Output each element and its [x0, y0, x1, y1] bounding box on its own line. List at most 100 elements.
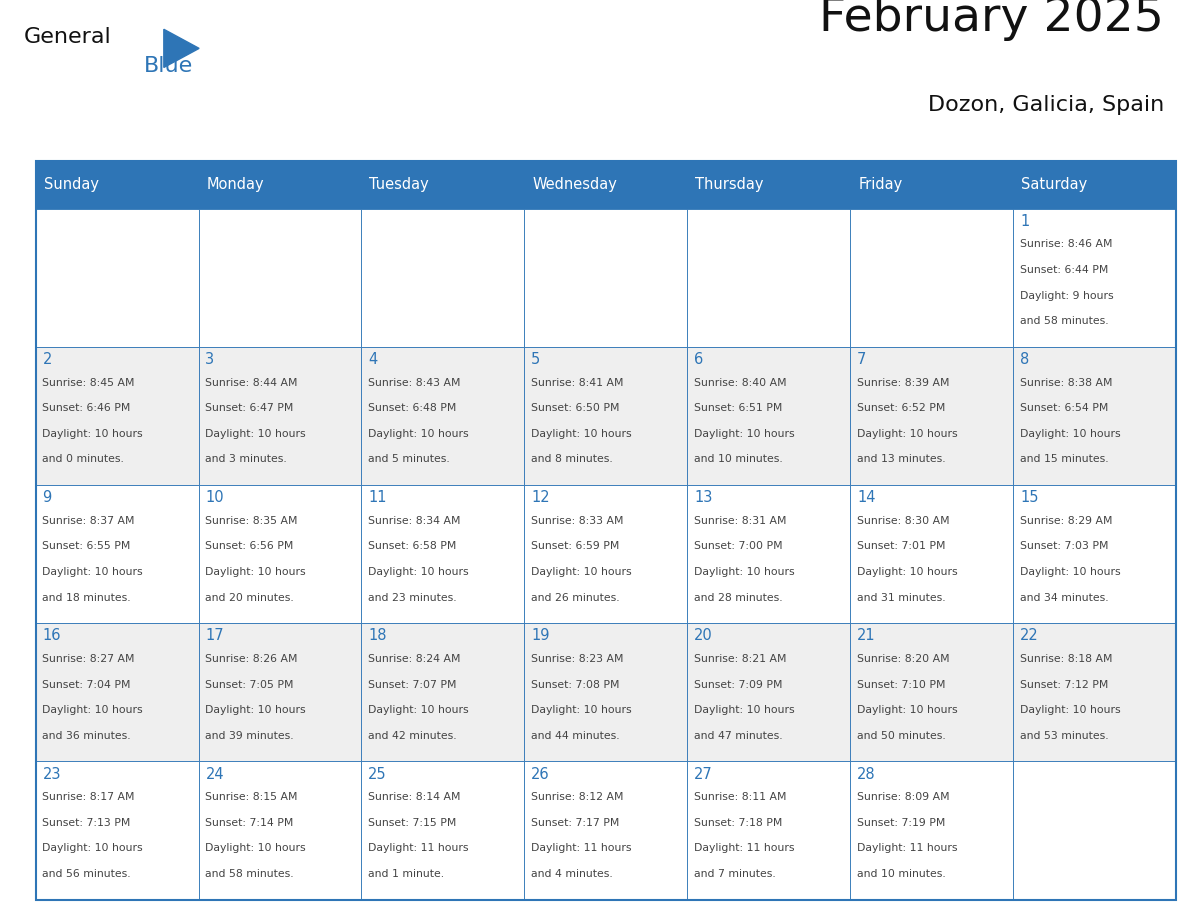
- Text: Sunrise: 8:15 AM: Sunrise: 8:15 AM: [206, 792, 298, 802]
- Text: and 8 minutes.: and 8 minutes.: [531, 454, 613, 465]
- Text: Sunset: 6:50 PM: Sunset: 6:50 PM: [531, 403, 620, 413]
- Bar: [688, 208, 851, 347]
- Text: and 53 minutes.: and 53 minutes.: [1020, 731, 1108, 741]
- Text: Sunset: 6:46 PM: Sunset: 6:46 PM: [43, 403, 131, 413]
- Text: Sunset: 7:15 PM: Sunset: 7:15 PM: [368, 818, 456, 828]
- Text: Sunset: 7:13 PM: Sunset: 7:13 PM: [43, 818, 131, 828]
- Text: Daylight: 11 hours: Daylight: 11 hours: [368, 844, 469, 854]
- Text: Sunset: 7:18 PM: Sunset: 7:18 PM: [694, 818, 783, 828]
- Text: Daylight: 10 hours: Daylight: 10 hours: [857, 567, 958, 577]
- Text: Blue: Blue: [144, 56, 192, 76]
- Text: Wednesday: Wednesday: [532, 177, 618, 192]
- Text: Daylight: 10 hours: Daylight: 10 hours: [857, 705, 958, 715]
- Text: Sunset: 6:55 PM: Sunset: 6:55 PM: [43, 542, 131, 552]
- Text: Sunrise: 8:17 AM: Sunrise: 8:17 AM: [43, 792, 135, 802]
- Text: Daylight: 10 hours: Daylight: 10 hours: [368, 705, 469, 715]
- Bar: [361, 761, 524, 900]
- Text: Sunrise: 8:12 AM: Sunrise: 8:12 AM: [531, 792, 624, 802]
- Bar: [361, 161, 524, 208]
- Text: Sunrise: 8:24 AM: Sunrise: 8:24 AM: [368, 654, 461, 664]
- Text: and 58 minutes.: and 58 minutes.: [206, 868, 295, 879]
- Bar: [524, 761, 688, 900]
- Bar: [688, 485, 851, 623]
- Text: Sunset: 7:04 PM: Sunset: 7:04 PM: [43, 679, 131, 689]
- Text: Daylight: 10 hours: Daylight: 10 hours: [206, 567, 307, 577]
- Text: 5: 5: [531, 352, 541, 367]
- Text: 8: 8: [1020, 352, 1029, 367]
- Text: 21: 21: [857, 629, 876, 644]
- Text: Sunrise: 8:31 AM: Sunrise: 8:31 AM: [694, 516, 786, 526]
- Text: Sunrise: 8:38 AM: Sunrise: 8:38 AM: [1020, 377, 1112, 387]
- Text: Sunrise: 8:45 AM: Sunrise: 8:45 AM: [43, 377, 135, 387]
- Text: and 20 minutes.: and 20 minutes.: [206, 592, 295, 602]
- Text: 26: 26: [531, 767, 550, 781]
- Text: and 28 minutes.: and 28 minutes.: [694, 592, 783, 602]
- Bar: [36, 208, 198, 347]
- Text: and 10 minutes.: and 10 minutes.: [857, 868, 946, 879]
- Bar: [1013, 347, 1176, 485]
- Text: Sunset: 7:09 PM: Sunset: 7:09 PM: [694, 679, 783, 689]
- Text: and 31 minutes.: and 31 minutes.: [857, 592, 946, 602]
- Text: Sunset: 6:59 PM: Sunset: 6:59 PM: [531, 542, 620, 552]
- Bar: [198, 623, 361, 761]
- Text: Sunrise: 8:18 AM: Sunrise: 8:18 AM: [1020, 654, 1112, 664]
- Bar: [361, 347, 524, 485]
- Text: 3: 3: [206, 352, 215, 367]
- Text: Sunrise: 8:26 AM: Sunrise: 8:26 AM: [206, 654, 298, 664]
- Text: Sunset: 6:44 PM: Sunset: 6:44 PM: [1020, 265, 1108, 275]
- Text: Sunrise: 8:35 AM: Sunrise: 8:35 AM: [206, 516, 298, 526]
- Text: Sunset: 7:01 PM: Sunset: 7:01 PM: [857, 542, 946, 552]
- Text: February 2025: February 2025: [820, 0, 1164, 41]
- Bar: [36, 623, 198, 761]
- Text: Tuesday: Tuesday: [369, 177, 429, 192]
- Text: Dozon, Galicia, Spain: Dozon, Galicia, Spain: [928, 95, 1164, 115]
- Text: Daylight: 10 hours: Daylight: 10 hours: [43, 567, 143, 577]
- Text: Sunset: 7:08 PM: Sunset: 7:08 PM: [531, 679, 620, 689]
- Text: Daylight: 10 hours: Daylight: 10 hours: [531, 705, 632, 715]
- Text: Sunrise: 8:34 AM: Sunrise: 8:34 AM: [368, 516, 461, 526]
- Bar: [198, 347, 361, 485]
- Text: 23: 23: [43, 767, 61, 781]
- Bar: [851, 208, 1013, 347]
- Bar: [688, 761, 851, 900]
- Text: Friday: Friday: [858, 177, 903, 192]
- Text: Daylight: 10 hours: Daylight: 10 hours: [694, 705, 795, 715]
- Text: 20: 20: [694, 629, 713, 644]
- Bar: [851, 161, 1013, 208]
- Text: Sunrise: 8:09 AM: Sunrise: 8:09 AM: [857, 792, 949, 802]
- Text: and 36 minutes.: and 36 minutes.: [43, 731, 131, 741]
- Text: and 3 minutes.: and 3 minutes.: [206, 454, 287, 465]
- Text: 14: 14: [857, 490, 876, 505]
- Text: Monday: Monday: [207, 177, 264, 192]
- Text: Sunrise: 8:30 AM: Sunrise: 8:30 AM: [857, 516, 949, 526]
- Text: 22: 22: [1020, 629, 1038, 644]
- Text: Thursday: Thursday: [695, 177, 764, 192]
- Bar: [688, 623, 851, 761]
- Text: and 7 minutes.: and 7 minutes.: [694, 868, 776, 879]
- Text: and 13 minutes.: and 13 minutes.: [857, 454, 946, 465]
- Text: and 23 minutes.: and 23 minutes.: [368, 592, 457, 602]
- Bar: [688, 347, 851, 485]
- Text: 27: 27: [694, 767, 713, 781]
- Text: Sunrise: 8:20 AM: Sunrise: 8:20 AM: [857, 654, 949, 664]
- Text: and 5 minutes.: and 5 minutes.: [368, 454, 450, 465]
- Text: Daylight: 10 hours: Daylight: 10 hours: [531, 429, 632, 439]
- Text: Sunrise: 8:14 AM: Sunrise: 8:14 AM: [368, 792, 461, 802]
- Text: Sunrise: 8:21 AM: Sunrise: 8:21 AM: [694, 654, 786, 664]
- Bar: [36, 347, 198, 485]
- Text: 6: 6: [694, 352, 703, 367]
- Text: Daylight: 10 hours: Daylight: 10 hours: [694, 429, 795, 439]
- Bar: [524, 485, 688, 623]
- Text: Daylight: 10 hours: Daylight: 10 hours: [206, 844, 307, 854]
- Bar: [851, 761, 1013, 900]
- Text: Sunrise: 8:27 AM: Sunrise: 8:27 AM: [43, 654, 135, 664]
- Bar: [1013, 761, 1176, 900]
- Text: Sunset: 7:12 PM: Sunset: 7:12 PM: [1020, 679, 1108, 689]
- Text: Sunset: 7:07 PM: Sunset: 7:07 PM: [368, 679, 457, 689]
- Bar: [851, 623, 1013, 761]
- Text: Sunset: 7:10 PM: Sunset: 7:10 PM: [857, 679, 946, 689]
- Text: Daylight: 10 hours: Daylight: 10 hours: [694, 567, 795, 577]
- Bar: [1013, 485, 1176, 623]
- Bar: [688, 161, 851, 208]
- Text: Daylight: 9 hours: Daylight: 9 hours: [1020, 291, 1113, 300]
